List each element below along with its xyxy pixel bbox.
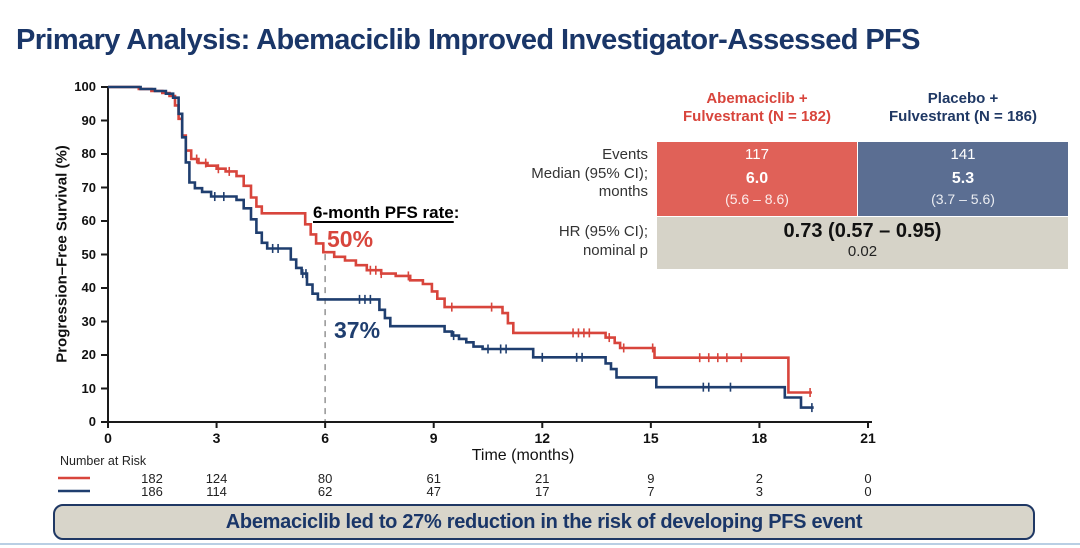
column-header-abemaciclib: Abemaciclib + Fulvestrant (N = 182) bbox=[652, 90, 862, 126]
x-axis-title: Time (months) bbox=[471, 447, 575, 464]
x-tick-label: 21 bbox=[860, 430, 876, 446]
hazard-ratio-cell: 0.73 (0.57 – 0.95) 0.02 bbox=[657, 217, 1068, 269]
y-tick-label: 20 bbox=[81, 347, 96, 362]
y-tick-label: 90 bbox=[81, 112, 96, 128]
conclusion-banner-text: Abemaciclib led to 27% reduction in the … bbox=[225, 510, 863, 533]
x-tick-label: 3 bbox=[212, 430, 221, 446]
number-at-risk-value: 80 bbox=[317, 471, 333, 486]
six-month-pfs-rate-placebo: 37% bbox=[334, 317, 381, 343]
number-at-risk-value: 2 bbox=[755, 471, 764, 486]
number-at-risk-value: 114 bbox=[206, 484, 227, 499]
row-label-events: Events bbox=[602, 146, 648, 163]
placebo-median: 5.3 bbox=[951, 170, 975, 187]
column-header-placebo-line2: Fulvestrant (N = 186) bbox=[889, 108, 1037, 125]
number-at-risk-value: 21 bbox=[535, 471, 550, 486]
hazard-ratio-value: 0.73 (0.57 – 0.95) bbox=[783, 220, 942, 242]
placebo-ci: (3.7 – 5.6) bbox=[931, 191, 995, 207]
column-header-abemaciclib-line2: Fulvestrant (N = 182) bbox=[683, 108, 831, 125]
number-at-risk-value: 47 bbox=[426, 484, 441, 499]
six-month-pfs-annotation-colon: : bbox=[453, 203, 460, 222]
x-tick-label: 15 bbox=[643, 430, 659, 446]
x-tick-label: 18 bbox=[751, 430, 768, 446]
abemaciclib-ci: (5.6 – 8.6) bbox=[725, 191, 789, 207]
row-label-nominal-p: nominal p bbox=[582, 242, 648, 259]
number-at-risk-label: Number at Risk bbox=[60, 454, 147, 468]
number-at-risk-value: 186 bbox=[141, 484, 163, 499]
column-header-placebo-line1: Placebo + bbox=[927, 90, 999, 107]
number-at-risk-value: 17 bbox=[535, 484, 550, 499]
six-month-pfs-rate-abemaciclib: 50% bbox=[327, 226, 374, 252]
abemaciclib-median: 6.0 bbox=[745, 170, 769, 187]
conclusion-banner: Abemaciclib led to 27% reduction in the … bbox=[53, 504, 1035, 540]
slide-bottom-strip bbox=[0, 543, 1080, 545]
six-month-pfs-annotation-text: 6-month PFS rate bbox=[313, 203, 454, 222]
y-tick-label: 50 bbox=[81, 246, 96, 262]
number-at-risk-value: 62 bbox=[317, 484, 333, 499]
y-tick-label: 60 bbox=[81, 213, 96, 228]
y-tick-label: 30 bbox=[81, 313, 96, 329]
number-at-risk-value: 0 bbox=[864, 471, 872, 486]
y-tick-label: 100 bbox=[74, 79, 96, 94]
number-at-risk-value: 61 bbox=[426, 471, 441, 486]
x-tick-label: 12 bbox=[534, 430, 551, 446]
row-label-median: Median (95% CI); bbox=[531, 165, 648, 182]
six-month-pfs-annotation: 6-month PFS rate: bbox=[313, 203, 459, 223]
placebo-data-cell: 141 5.3 (3.7 – 5.6) bbox=[858, 142, 1068, 216]
number-at-risk-value: 3 bbox=[755, 484, 764, 499]
number-at-risk-value: 182 bbox=[141, 471, 163, 486]
abemaciclib-events: 117 bbox=[745, 146, 769, 163]
number-at-risk-value: 0 bbox=[864, 484, 872, 499]
number-at-risk-value: 124 bbox=[205, 471, 228, 486]
number-at-risk-value: 7 bbox=[647, 484, 655, 499]
y-tick-label: 40 bbox=[81, 280, 96, 295]
column-header-abemaciclib-line1: Abemaciclib + bbox=[706, 90, 808, 107]
slide-title: Primary Analysis: Abemaciclib Improved I… bbox=[16, 24, 921, 56]
x-tick-label: 6 bbox=[321, 430, 330, 446]
column-header-placebo: Placebo + Fulvestrant (N = 186) bbox=[858, 90, 1068, 126]
y-tick-label: 80 bbox=[81, 146, 96, 161]
x-tick-label: 9 bbox=[429, 430, 438, 446]
nominal-p-value: 0.02 bbox=[847, 243, 878, 260]
abemaciclib-data-cell: 117 6.0 (5.6 – 8.6) bbox=[657, 142, 857, 216]
y-tick-label: 10 bbox=[81, 380, 96, 396]
placebo-events: 141 bbox=[950, 146, 976, 163]
y-tick-label: 0 bbox=[88, 414, 96, 429]
number-at-risk-value: 9 bbox=[647, 471, 655, 486]
row-label-months: months bbox=[598, 183, 648, 200]
y-tick-label: 70 bbox=[81, 179, 96, 195]
placebo-curve bbox=[108, 85, 814, 409]
x-tick-label: 0 bbox=[104, 430, 112, 446]
row-label-hr: HR (95% CI); bbox=[558, 223, 648, 240]
